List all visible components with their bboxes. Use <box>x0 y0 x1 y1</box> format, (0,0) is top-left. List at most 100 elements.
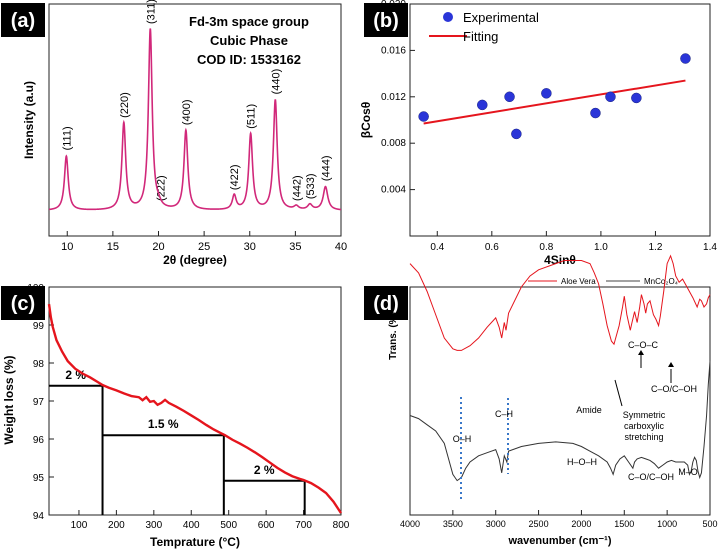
panel-b-ylabel: βCosθ <box>359 102 373 138</box>
legend-label-mnco2o4: MnCo₂O₄ <box>644 277 678 286</box>
co-coh-arrow-head <box>668 362 674 367</box>
band-label-symmetric: Symmetric <box>623 410 666 420</box>
experimental-point <box>477 99 488 111</box>
panel-c-xtick-label: 600 <box>258 520 275 531</box>
fitting-line <box>423 79 686 125</box>
coc-arrow-head <box>638 350 644 355</box>
panel-b-ytick-label: 0.016 <box>381 45 406 56</box>
peak-label: (442) <box>291 175 303 201</box>
experimental-point <box>418 111 429 122</box>
panel-c-ytick-label: 99 <box>33 321 45 332</box>
panel-c-ytick-label: 100 <box>27 283 44 294</box>
experimental-point <box>590 107 601 119</box>
panel-d-xtick-label: 2000 <box>571 519 591 529</box>
panel-d-xtick-label: 3500 <box>443 519 463 529</box>
band-label-co-coh-aloe: C–O/C–OH <box>651 384 697 394</box>
panel-d-label-box <box>364 286 408 320</box>
panel-a-xtick-label: 35 <box>289 241 301 253</box>
panel-d-label: (d) <box>373 293 399 315</box>
panel-b-ytick-label: 0.012 <box>381 92 406 103</box>
panel-a-xtick-label: 10 <box>61 241 73 253</box>
mnco2o4-spectrum <box>409 361 711 482</box>
peak-label: (111) <box>61 126 73 150</box>
panel-d-xtick-label: 1000 <box>657 519 677 529</box>
panel-c-xtick-label: 800 <box>333 520 350 531</box>
panel-b-xlabel: 4Sinθ <box>544 253 576 267</box>
step-label: 2 % <box>254 463 275 477</box>
legend-marker-experimental <box>443 12 453 22</box>
peak-label: (511) <box>246 104 258 129</box>
experimental-point <box>541 88 552 99</box>
panel-c-xtick-label: 700 <box>295 520 312 531</box>
panel-b-ytick-label: 0.008 <box>381 138 406 149</box>
panel-a: (a) Fd-3m space group Cubic Phase COD ID… <box>1 0 347 267</box>
panel-c-label: (c) <box>11 293 35 315</box>
panel-b-ytick-label: 0.004 <box>381 185 406 196</box>
panel-b-label-box <box>364 3 408 37</box>
band-label-carboxylic: carboxylic <box>624 421 665 431</box>
panel-b-frame <box>409 3 711 237</box>
legend-label-experimental: Experimental <box>463 10 539 25</box>
panel-a-xtick-label: 40 <box>335 241 347 253</box>
panel-a-label: (a) <box>11 10 35 32</box>
band-label-mo: M–O <box>678 467 698 477</box>
panel-c-ytick-label: 96 <box>33 435 45 446</box>
panel-b-xtick-label: 1.4 <box>703 242 717 253</box>
panel-c-ytick-label: 95 <box>33 473 45 484</box>
peak-label: (444) <box>320 155 332 181</box>
panel-c-xtick-label: 200 <box>108 520 125 531</box>
panel-b-xtick-label: 0.4 <box>430 242 444 253</box>
panel-b-label: (b) <box>373 10 399 32</box>
panel-a-xtick-label: 25 <box>198 241 210 253</box>
panel-d-xtick-label: 1500 <box>614 519 634 529</box>
panel-a-xtick-label: 20 <box>152 241 164 253</box>
panel-a-label-box <box>1 3 45 37</box>
panel-a-xtick-label: 15 <box>107 241 119 253</box>
peak-label: (422) <box>229 164 241 190</box>
panel-a-annotation-1: Fd-3m space group <box>189 14 309 29</box>
panel-c-ylabel: Weight loss (%) <box>2 355 16 444</box>
band-label-hoh: H–O–H <box>567 457 597 467</box>
panel-c-label-box <box>1 286 45 320</box>
experimental-point <box>511 128 522 140</box>
peak-label: (220) <box>119 92 131 118</box>
panel-a-annotation-3: COD ID: 1533162 <box>197 52 301 67</box>
panel-c-xlabel: Temprature (°C) <box>150 535 240 549</box>
peak-label: (440) <box>270 69 282 95</box>
band-label-co-coh-mnco: C–O/C–OH <box>628 472 674 482</box>
panel-d-xtick-label: 4000 <box>400 519 420 529</box>
band-label-oh: O–H <box>453 434 472 444</box>
band-label-stretching: stretching <box>624 432 663 442</box>
panel-c: (c) Weight loss (%) Temprature (°C) 100 2… <box>1 283 350 549</box>
aloe-vera-spectrum <box>409 254 711 351</box>
legend-label-fitting: Fitting <box>463 29 498 44</box>
panel-c-ytick-label: 94 <box>33 511 45 522</box>
band-label-coc: C–O–C <box>628 340 659 350</box>
panel-b-xtick-label: 1.0 <box>594 242 608 253</box>
panel-d-xtick-label: 500 <box>702 519 717 529</box>
symmetric-pointer <box>614 379 623 407</box>
panel-a-xlabel: 2θ (degree) <box>163 253 227 267</box>
panel-d-xtick-label: 2500 <box>529 519 549 529</box>
panel-b: (b) βCosθ 4Sinθ Experimental Fitting 0.4… <box>359 0 717 267</box>
experimental-point <box>605 91 616 103</box>
step-label: 1.5 % <box>148 417 179 431</box>
panel-a-xtick-label: 30 <box>244 241 256 253</box>
panel-c-xtick-label: 400 <box>183 520 200 531</box>
xrd-pattern-line <box>48 28 342 211</box>
panel-d-xlabel: wavenumber (cm⁻¹) <box>508 535 612 547</box>
panel-d: (d) Aloe Vera MnCo₂O₄ Trans. (%) wavenum… <box>364 254 718 547</box>
peak-label: (533) <box>305 173 317 199</box>
panel-c-xtick-label: 300 <box>145 520 162 531</box>
panel-a-annotation-2: Cubic Phase <box>210 33 288 48</box>
band-label-ch: C–H <box>495 409 513 419</box>
panel-a-frame <box>48 3 342 237</box>
peak-label: (400) <box>181 99 193 125</box>
experimental-point <box>680 53 691 64</box>
panel-b-xtick-label: 1.2 <box>649 242 663 253</box>
panel-c-ytick-label: 98 <box>33 359 45 370</box>
legend-label-aloe-vera: Aloe Vera <box>561 277 596 286</box>
experimental-point <box>504 91 515 103</box>
panel-d-frame <box>409 286 711 516</box>
